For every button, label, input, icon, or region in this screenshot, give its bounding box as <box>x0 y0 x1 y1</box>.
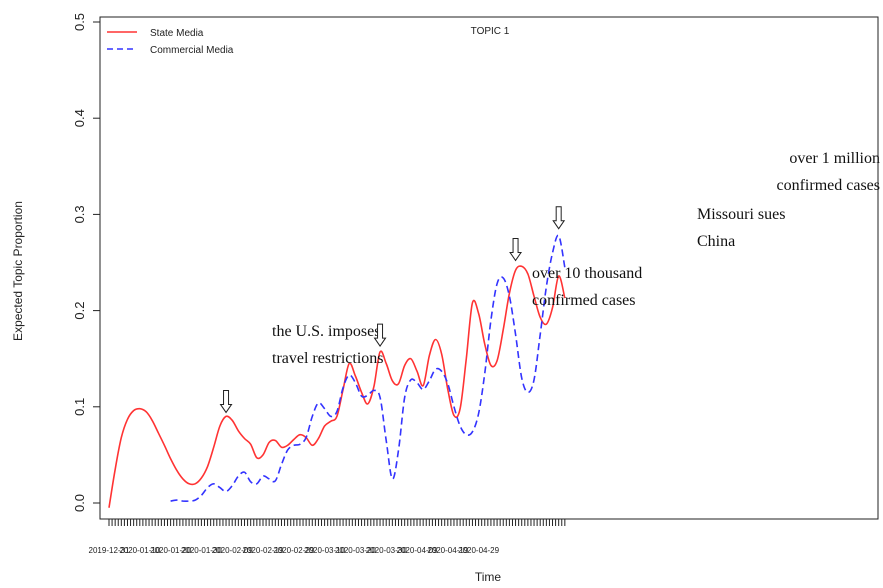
y-tick-label: 0.0 <box>72 494 87 512</box>
annotation-arrow <box>552 206 566 230</box>
annotation-text: the U.S. imposes <box>272 323 380 340</box>
annotation-text: over 1 million <box>789 150 880 167</box>
series-line-state-media <box>108 265 566 508</box>
y-tick-label: 0.3 <box>72 205 87 223</box>
plot-frame <box>99 16 879 520</box>
x-tick-label: 2020-02-29 <box>273 546 314 555</box>
annotation-arrow <box>219 389 233 414</box>
annotation-arrow <box>373 323 387 347</box>
x-tick-label: 2020-02-19 <box>243 546 284 555</box>
x-tick-label: 2020-03-30 <box>366 546 407 555</box>
x-axis: 2019-12-312020-01-102020-01-202020-01-30… <box>89 519 566 555</box>
annotation-layer: the U.S. imposes travel restrictions over … <box>219 150 880 414</box>
x-tick-label: 2020-04-09 <box>397 546 438 555</box>
annotation-arrow <box>509 237 523 262</box>
x-axis-label: Time <box>475 570 502 584</box>
x-tick-label: 2020-01-20 <box>150 546 191 555</box>
annotation-text: Missouri sues <box>697 206 785 223</box>
x-tick-label: 2020-01-30 <box>181 546 222 555</box>
chart-title: TOPIC 1 <box>471 26 510 37</box>
series-layer <box>108 234 566 508</box>
x-tick-label: 2020-04-29 <box>458 546 499 555</box>
y-axis-label: Expected Topic Proportion <box>11 201 25 341</box>
annotation-text: China <box>697 233 735 250</box>
x-tick-label: 2020-04-19 <box>427 546 468 555</box>
annotation-text: confirmed cases <box>532 292 636 309</box>
series-line-commercial-media <box>170 234 566 502</box>
annotation-text: over 10 thousand <box>532 265 642 282</box>
annotation-text: travel restrictions <box>272 350 384 367</box>
y-tick-label: 0.1 <box>72 398 87 416</box>
x-tick-label: 2020-03-10 <box>304 546 345 555</box>
y-tick-label: 0.4 <box>72 109 87 127</box>
y-axis: 0.0 0.1 0.2 0.3 0.4 0.5 <box>72 13 100 512</box>
x-tick-label: 2019-12-31 <box>89 546 130 555</box>
y-tick-label: 0.2 <box>72 302 87 320</box>
y-tick-label: 0.5 <box>72 13 87 31</box>
legend-label-state-media: State Media <box>150 28 204 39</box>
x-tick-label: 2020-02-09 <box>212 546 253 555</box>
legend: State Media Commercial Media <box>107 28 234 56</box>
annotation-text: confirmed cases <box>776 177 880 194</box>
x-tick-label: 2020-01-10 <box>119 546 160 555</box>
legend-label-commercial-media: Commercial Media <box>150 45 234 56</box>
x-tick-label: 2020-03-20 <box>335 546 376 555</box>
